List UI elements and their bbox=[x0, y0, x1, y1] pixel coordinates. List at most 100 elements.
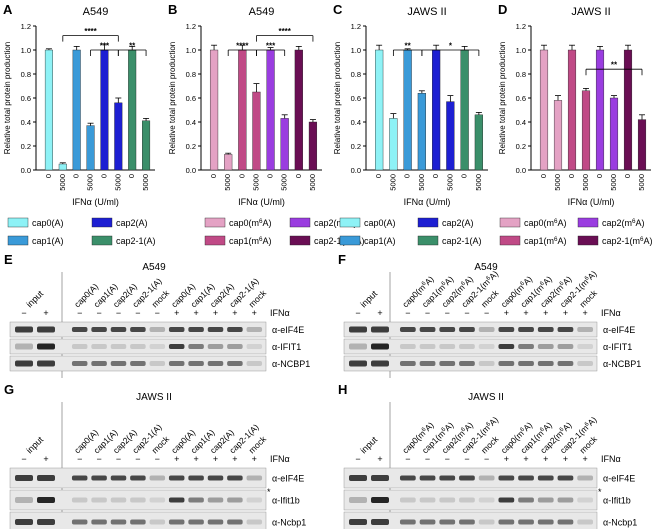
band bbox=[130, 327, 146, 332]
x-tick-label: 0 bbox=[209, 174, 218, 178]
x-tick-label: 5000 bbox=[417, 174, 426, 191]
y-tick-label: 0.2 bbox=[351, 142, 361, 151]
treatment-sign: + bbox=[252, 308, 257, 318]
significance-label: **** bbox=[278, 27, 291, 36]
band bbox=[557, 361, 574, 366]
band bbox=[15, 475, 33, 481]
band bbox=[246, 519, 263, 525]
band bbox=[557, 327, 574, 332]
significance-bracket: **** bbox=[256, 27, 314, 42]
treatment-sign: + bbox=[232, 308, 237, 318]
treatment-sign: + bbox=[193, 308, 198, 318]
band bbox=[478, 519, 495, 525]
significance-label: ** bbox=[129, 42, 136, 51]
band bbox=[498, 327, 515, 332]
y-tick-label: 0.8 bbox=[186, 70, 196, 79]
band bbox=[459, 344, 475, 349]
treatment-sign: − bbox=[116, 308, 121, 318]
band bbox=[439, 361, 456, 366]
chart-title: JAWS II bbox=[571, 6, 610, 18]
band bbox=[518, 361, 534, 366]
band bbox=[207, 361, 224, 366]
bar bbox=[539, 49, 549, 171]
band bbox=[110, 361, 127, 366]
band bbox=[71, 361, 88, 366]
input-label: input bbox=[358, 434, 379, 455]
bar bbox=[294, 49, 303, 171]
band bbox=[419, 344, 436, 349]
blot-strip bbox=[9, 338, 267, 355]
legend-swatch bbox=[339, 217, 361, 228]
y-axis-label: Relative total protein production bbox=[168, 42, 177, 155]
legend-swatch bbox=[204, 217, 226, 228]
band bbox=[227, 497, 243, 503]
treatment-sign: + bbox=[523, 454, 528, 464]
chart-title: A549 bbox=[249, 6, 275, 18]
treatment-sign: − bbox=[484, 308, 489, 318]
band bbox=[498, 344, 515, 349]
antibody-label: α-NCBP1 bbox=[603, 359, 641, 369]
bar bbox=[44, 49, 53, 171]
band bbox=[537, 475, 554, 481]
y-tick-label: 0.8 bbox=[516, 70, 526, 79]
band bbox=[91, 344, 107, 349]
band bbox=[15, 360, 33, 367]
x-axis-label: IFNα (U/ml) bbox=[72, 197, 119, 207]
legend-label: cap2(A) bbox=[116, 218, 148, 228]
band bbox=[399, 475, 416, 481]
y-tick-label: 1.2 bbox=[516, 22, 526, 31]
treatment-sign: − bbox=[135, 308, 140, 318]
blot-strip bbox=[343, 511, 598, 529]
band bbox=[168, 327, 185, 332]
band bbox=[478, 361, 495, 366]
treatment-sign: + bbox=[504, 454, 509, 464]
bar bbox=[417, 92, 426, 171]
treatment-sign: + bbox=[563, 308, 568, 318]
bar bbox=[623, 49, 633, 171]
blot-title: JAWS II bbox=[468, 392, 504, 403]
blot-strip bbox=[343, 338, 598, 355]
blot-strip bbox=[9, 489, 267, 511]
bar bbox=[100, 49, 109, 171]
band bbox=[188, 344, 204, 349]
band bbox=[371, 360, 389, 367]
band bbox=[15, 497, 33, 503]
band bbox=[188, 475, 204, 481]
x-tick-label: 0 bbox=[374, 174, 383, 178]
treatment-sign: + bbox=[43, 308, 48, 318]
bar bbox=[58, 163, 67, 171]
legend-label: cap0(m6A) bbox=[524, 218, 567, 229]
treatment-sign: + bbox=[174, 308, 179, 318]
treatment-sign: − bbox=[355, 454, 360, 464]
treatment-label: IFNα bbox=[601, 454, 621, 464]
legend-swatch bbox=[417, 217, 439, 228]
band bbox=[207, 519, 224, 525]
band bbox=[498, 475, 515, 481]
y-axis-label: Relative total protein production bbox=[498, 42, 507, 155]
band bbox=[71, 519, 88, 525]
significance-bracket: * bbox=[421, 42, 480, 56]
band bbox=[15, 519, 33, 525]
band bbox=[130, 475, 146, 481]
significance-bracket: ** bbox=[585, 61, 643, 76]
band bbox=[37, 519, 55, 525]
treatment-sign: − bbox=[155, 454, 160, 464]
band-marker: * bbox=[598, 487, 602, 497]
band bbox=[349, 475, 367, 481]
y-tick-label: 1.0 bbox=[351, 46, 361, 55]
band bbox=[459, 327, 475, 332]
band bbox=[149, 361, 166, 366]
band bbox=[349, 343, 367, 350]
blot-strip bbox=[343, 355, 598, 372]
blot-strip bbox=[9, 321, 267, 338]
band bbox=[37, 326, 55, 333]
bar bbox=[389, 118, 398, 171]
treatment-sign: + bbox=[583, 454, 588, 464]
x-tick-label: 0 bbox=[403, 174, 412, 178]
band bbox=[371, 497, 389, 503]
bar bbox=[252, 91, 261, 171]
band bbox=[371, 475, 389, 481]
x-tick-label: 5000 bbox=[86, 174, 95, 191]
treatment-sign: + bbox=[252, 454, 257, 464]
bar bbox=[72, 49, 81, 171]
